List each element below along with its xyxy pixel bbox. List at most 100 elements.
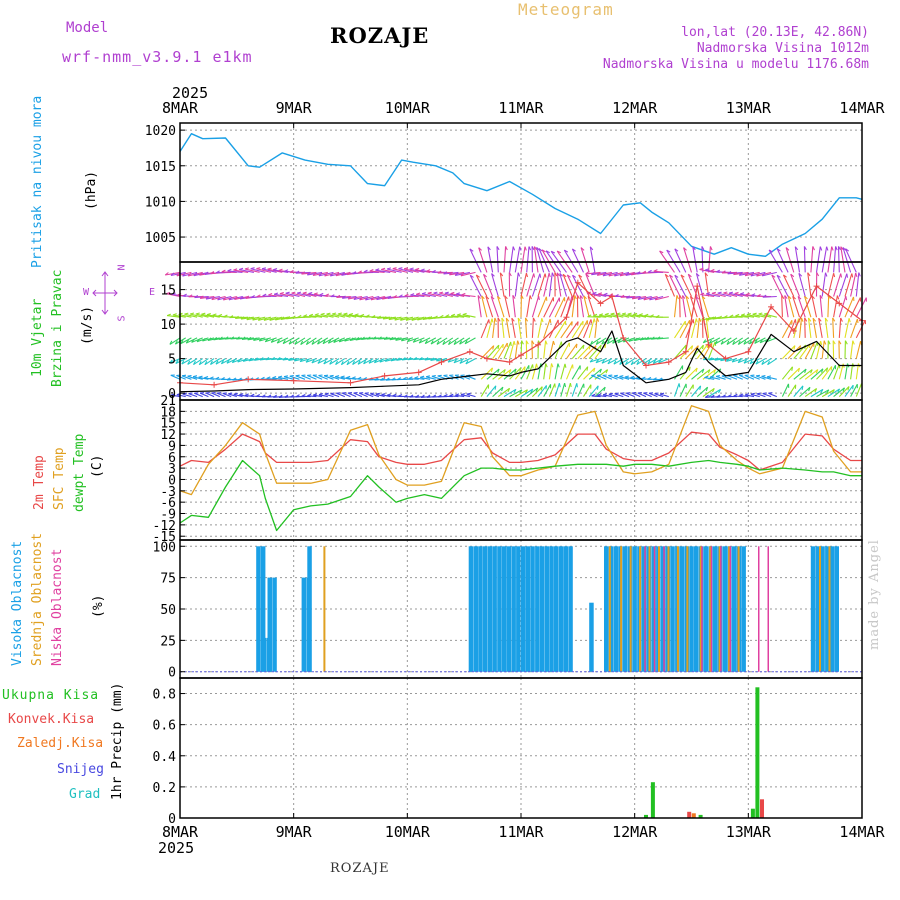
wind-arrow [631, 392, 641, 398]
high-cloud-bar [473, 546, 478, 672]
wind-arrow-head [591, 393, 596, 397]
wind-arrow-head [658, 359, 662, 364]
wind-arrow [408, 378, 419, 380]
high-cloud-bar [501, 546, 507, 672]
wind-arrow [833, 387, 845, 398]
wind-arrow [250, 268, 266, 273]
wind-arrow-head [556, 272, 561, 277]
wind-arrow-head [568, 296, 570, 301]
wind-arrow-head [295, 374, 300, 377]
y-tick-label: 0.2 [153, 781, 176, 796]
wind-arrow [844, 363, 849, 380]
wind-arrow-head [311, 359, 315, 364]
y-tick-label: 1020 [145, 124, 176, 139]
wind-arrow [294, 337, 306, 345]
wind-arrow-head [676, 295, 680, 300]
wind-arrow-head [713, 369, 717, 374]
wind-arrow-head [731, 358, 736, 363]
wind-arrow [787, 295, 795, 318]
wind-arrow-head [175, 359, 179, 364]
wind-arrow-head [525, 272, 529, 278]
wind-arrow [340, 376, 351, 380]
wind-arrow-head [250, 294, 255, 299]
wind-arrow [526, 364, 534, 380]
wind-arrow-head [320, 312, 325, 316]
wind-arrow [602, 374, 613, 380]
wind-arrow [329, 375, 340, 380]
precip-bar [755, 687, 760, 818]
high-cloud-bar [256, 546, 261, 672]
low-cloud-bar [720, 546, 722, 672]
wind-arrow [485, 296, 494, 318]
wind-arrow-head [462, 312, 467, 316]
wind-arrow [810, 246, 814, 273]
wind-arrow-head [838, 340, 842, 345]
wind-arrow [259, 337, 272, 342]
compass-south: S [116, 315, 128, 322]
wind-arrow [803, 295, 812, 318]
wind-arrow [647, 358, 658, 365]
wind-arrow-head [564, 382, 567, 388]
wind-arrow-head [455, 292, 460, 295]
wind-arrow-head [585, 273, 590, 278]
high-cloud-bar [530, 546, 535, 672]
wind-arrow-head [633, 312, 638, 316]
wind-arrow [481, 295, 488, 318]
wind-arrow [613, 375, 624, 380]
wind-arrow-head [815, 369, 819, 374]
wind-arrow-head [401, 357, 406, 361]
wind-arrow [511, 318, 516, 338]
wind-arrow-head [596, 272, 601, 276]
wind-arrow [566, 343, 578, 359]
wind-arrow-head [744, 272, 749, 277]
wind-arrow-head [701, 344, 704, 350]
wind-arrow [532, 386, 543, 397]
wind-arrow-head [265, 356, 270, 361]
wind-arrow [764, 313, 777, 318]
wind-arrow [509, 389, 523, 398]
high-cloud-bar [660, 546, 666, 672]
wind-arrow [599, 314, 612, 318]
wind-arrow-head [222, 392, 227, 394]
low-cloud-bar [663, 546, 665, 672]
wind-arrow-head [825, 367, 829, 372]
wind-arrow [526, 246, 530, 273]
wind-arrow [227, 270, 243, 273]
wind-arrow-head [701, 368, 705, 374]
high-cloud-bar [694, 546, 699, 672]
wind-arrow-head [784, 295, 788, 299]
wind-arrow-head [420, 394, 425, 398]
wind-arrow-head [303, 314, 308, 317]
wind-arrow [253, 337, 266, 341]
wind-arrow [628, 337, 641, 342]
wind-arrow-head [712, 388, 715, 393]
wind-arrow-head [180, 339, 184, 344]
wind-arrow [614, 393, 624, 398]
wind-arrow-head [831, 389, 835, 394]
wind-arrow [204, 358, 215, 366]
wind-arrow [560, 363, 566, 380]
wind-arrow [232, 358, 243, 364]
wind-arrow [733, 395, 743, 398]
wind-arrow [653, 270, 669, 273]
wind-arrow [167, 315, 181, 318]
wind-arrow-head [318, 374, 323, 377]
wind-arrow-head [845, 296, 848, 301]
wind-arrow [381, 394, 391, 398]
precip-bar [750, 808, 755, 818]
wind-arrow-head [338, 338, 343, 343]
wind-arrow-head [424, 357, 429, 361]
wind-arrow-head [762, 294, 767, 298]
wind-arrow-head [720, 340, 724, 345]
wind-arrow-head [754, 339, 758, 344]
wind-arrow-head [329, 272, 334, 277]
wind-arrow-head [593, 313, 598, 317]
wind-arrow-head [645, 336, 650, 340]
wind-arrow-head [235, 336, 240, 340]
wind-arrow-head [465, 360, 469, 365]
wind-arrow [738, 374, 749, 380]
wind-arrow [409, 268, 425, 273]
wind-arrow-head [607, 360, 611, 365]
wind-arrow [815, 340, 822, 359]
wind-arrow [692, 246, 698, 273]
